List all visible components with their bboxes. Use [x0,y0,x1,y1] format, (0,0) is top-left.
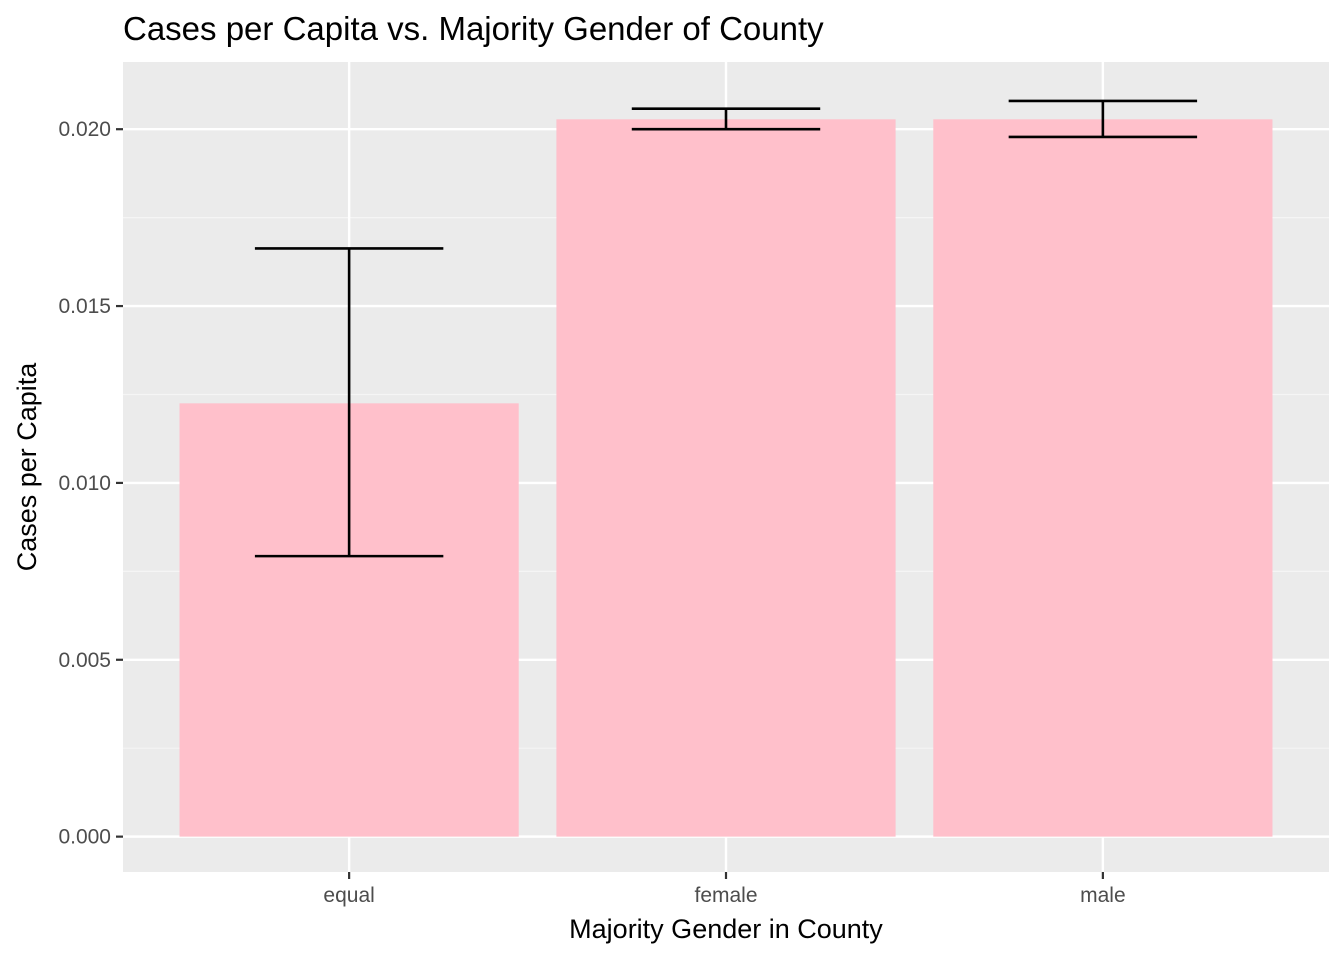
y-tick-label: 0.000 [58,826,111,849]
x-axis-title: Majority Gender in County [569,914,883,944]
x-axis: equal female male [323,872,1126,907]
error-bar-female [631,107,821,131]
y-tick-label: 0.010 [58,472,111,495]
y-tick-label: 0.005 [58,649,111,672]
y-axis: 0.000 0.005 0.010 0.015 0.020 [58,118,123,849]
error-bars [254,99,1198,558]
error-bar-equal [254,247,444,558]
x-tick-label-male: male [1080,884,1126,907]
chart-title: Cases per Capita vs. Majority Gender of … [123,10,824,47]
x-tick-label-female: female [694,884,757,907]
error-bar-male [1008,99,1198,139]
y-tick-label: 0.015 [58,295,111,318]
bar-female [556,119,896,837]
y-tick-label: 0.020 [58,118,111,141]
bars [179,119,1273,837]
bar-male [933,119,1273,837]
y-axis-title: Cases per Capita [12,362,42,572]
x-tick-label-equal: equal [323,884,374,907]
